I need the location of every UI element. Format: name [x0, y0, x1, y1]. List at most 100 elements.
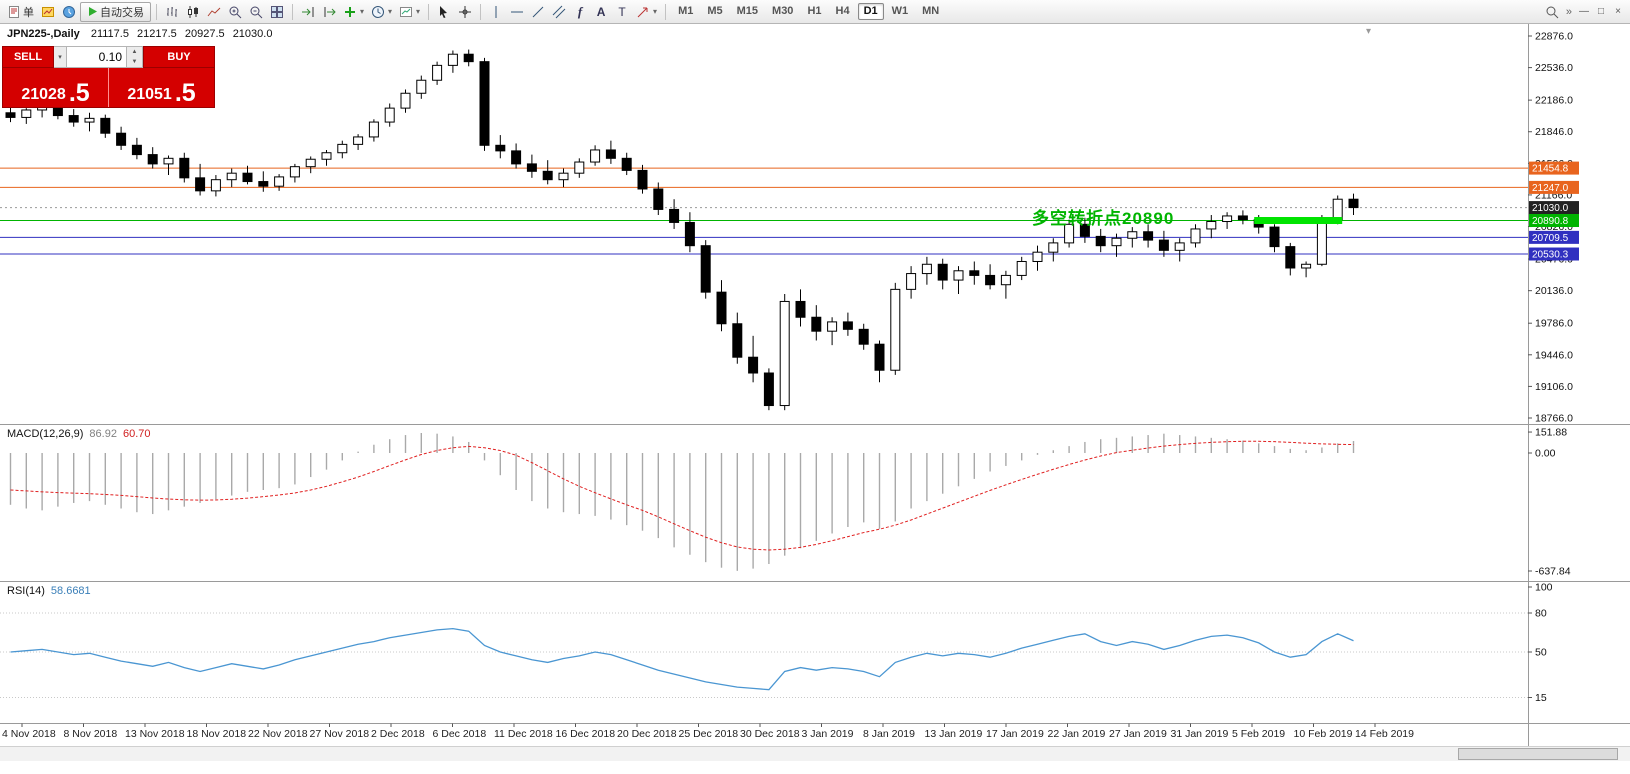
horizontal-line-icon	[511, 11, 524, 12]
axis-label: 19106.0	[1535, 381, 1573, 393]
timeframe-mn[interactable]: MN	[922, 5, 940, 17]
vertical-line-button[interactable]	[486, 2, 506, 22]
label-button[interactable]: T	[612, 2, 632, 22]
timeframe-m5[interactable]: M5	[707, 5, 723, 17]
svg-text:21247.0: 21247.0	[1532, 183, 1569, 194]
svg-text:20530.3: 20530.3	[1532, 250, 1569, 261]
macd-indicator-label: MACD(12,26,9) 86.92 60.70	[7, 428, 151, 440]
chevron-down-icon: ▾	[360, 6, 365, 16]
candle	[526, 163, 537, 172]
candle	[969, 270, 980, 276]
candle	[1095, 235, 1106, 247]
price-badge-21030.0: 21030.0	[1529, 201, 1579, 215]
axis-label: 18766.0	[1535, 413, 1573, 425]
axis-label: 100	[1535, 582, 1553, 594]
candle	[100, 117, 111, 134]
buy-button[interactable]: BUY	[143, 46, 215, 68]
candle	[289, 166, 300, 178]
candle	[1285, 246, 1296, 269]
line-chart-icon	[207, 7, 221, 16]
date-label: 22 Nov 2018	[248, 728, 308, 740]
line-chart-button[interactable]	[204, 2, 224, 22]
price-badge-20530.3: 20530.3	[1529, 247, 1579, 261]
minimize-button[interactable]: —	[1579, 6, 1589, 17]
macd-signal-value: 60.70	[122, 428, 151, 440]
chart-annotation-text[interactable]: 多空转折点20890	[1032, 209, 1175, 228]
search-button[interactable]	[1542, 2, 1562, 22]
timeframe-h4[interactable]: H4	[835, 5, 850, 17]
lot-stepper[interactable]: ▲ ▼	[127, 46, 143, 68]
candle	[700, 245, 711, 293]
chart-shift-button[interactable]	[319, 2, 339, 22]
candle	[1174, 242, 1185, 251]
tile-windows-icon	[271, 5, 283, 18]
candle	[447, 53, 458, 66]
auto-scroll-button[interactable]	[298, 2, 318, 22]
candle	[1348, 198, 1359, 209]
candle	[653, 188, 664, 210]
lot-size-input[interactable]: 0.10	[67, 46, 127, 68]
timeframe-w1[interactable]: W1	[891, 5, 909, 17]
autotrade-button[interactable]: 自动交易	[80, 1, 151, 22]
indicators-button[interactable]: ▾	[340, 2, 367, 22]
lot-dropdown-icon[interactable]: ▾	[54, 46, 67, 68]
tile-windows-button[interactable]	[267, 2, 287, 22]
market-watch-icon	[42, 6, 54, 17]
timeframe-m15[interactable]: M15	[736, 5, 759, 17]
new-order-button[interactable]: 单	[4, 2, 37, 22]
templates-button[interactable]: ▾	[396, 2, 423, 22]
buy-price[interactable]: 21051 .5	[127, 79, 196, 107]
chevron-down-icon: ▾	[653, 6, 658, 16]
close-button[interactable]: ×	[1615, 6, 1621, 17]
macd-panel	[9, 432, 1355, 571]
timeframe-m1[interactable]: M1	[678, 5, 694, 17]
restore-button[interactable]: □	[1597, 6, 1605, 17]
lot-up-icon[interactable]: ▲	[131, 49, 138, 55]
clock-icon	[372, 5, 385, 18]
chevron-down-icon: ▾	[388, 6, 393, 16]
sell-price[interactable]: 21028 .5	[21, 79, 90, 107]
text-button[interactable]: A	[591, 2, 611, 22]
horizontal-line-button[interactable]	[507, 2, 527, 22]
candle	[748, 356, 759, 374]
sell-button[interactable]: SELL	[2, 46, 54, 68]
cursor-button[interactable]	[434, 2, 454, 22]
axis-label: 21846.0	[1535, 126, 1573, 138]
date-label: 10 Feb 2019	[1294, 728, 1353, 740]
bar-chart-button[interactable]	[162, 2, 182, 22]
candle	[226, 172, 237, 181]
horizontal-scrollbar[interactable]	[0, 746, 1630, 761]
candle	[1316, 219, 1327, 265]
candle	[953, 270, 964, 281]
zoom-in-icon	[229, 6, 242, 18]
candle	[274, 176, 285, 187]
axis-label: 15	[1535, 692, 1547, 704]
timeframe-m30[interactable]: M30	[772, 5, 794, 17]
toolbar-overflow-chevron[interactable]: »	[1565, 5, 1572, 18]
periods-button[interactable]: ▾	[368, 2, 395, 22]
candle	[416, 79, 427, 94]
market-watch-button[interactable]	[38, 2, 58, 22]
lot-down-icon[interactable]: ▼	[131, 59, 138, 65]
scrollbar-thumb[interactable]	[1458, 748, 1618, 760]
price-badge-21454.8: 21454.8	[1529, 161, 1579, 175]
support-highlight	[1254, 217, 1343, 225]
candlestick-chart-button[interactable]	[183, 2, 203, 22]
zoom-in-button[interactable]	[225, 2, 245, 22]
channel-button[interactable]	[549, 2, 569, 22]
price-badge-20890.8: 20890.8	[1529, 214, 1579, 228]
candle	[84, 117, 95, 123]
shapes-button[interactable]: ▾	[633, 2, 660, 22]
candle	[511, 150, 522, 165]
trendline-button[interactable]	[528, 2, 548, 22]
timeframe-h1[interactable]: H1	[807, 5, 822, 17]
timeframe-d1[interactable]: D1	[857, 3, 884, 20]
timeframe-group: M1 M5 M15 M30 H1 H4 D1 W1 MN	[671, 3, 946, 20]
fibonacci-button[interactable]: f	[570, 2, 590, 22]
crosshair-button[interactable]	[455, 2, 475, 22]
candle	[147, 154, 158, 165]
zoom-out-button[interactable]	[246, 2, 266, 22]
history-center-button[interactable]	[59, 2, 79, 22]
toolbar: 单 自动交易	[0, 0, 1630, 24]
